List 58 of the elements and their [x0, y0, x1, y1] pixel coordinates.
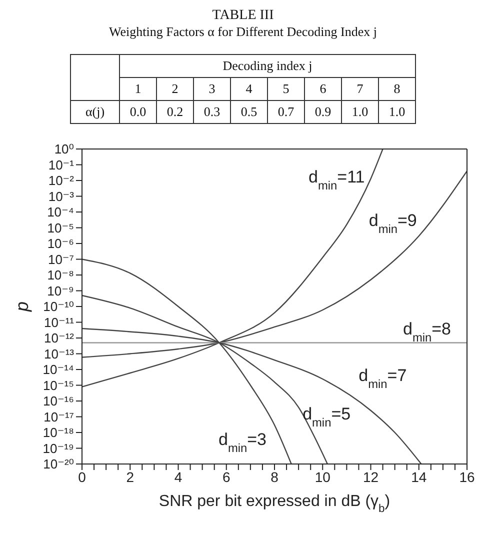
y-tick-label: α(j)	[85, 104, 105, 119]
y-tick-label: 10⁻²⁰	[43, 456, 74, 472]
y-tick-label: 10⁻¹³	[44, 346, 75, 362]
series-label: d$_{min}$=3	[218, 430, 266, 455]
series-label: d$_{min}$=7	[358, 366, 407, 391]
series-label: d$_{min}$=8	[402, 320, 451, 345]
x-tick-label: 8	[270, 468, 279, 485]
chart-title: TABLE III	[212, 8, 274, 23]
data-label: 0.7	[268, 100, 304, 124]
x-axis-title: Decoding index j	[222, 58, 312, 73]
x-tick-label: 2	[156, 78, 194, 100]
y-tick-label: 10⁻¹⁸	[42, 425, 74, 440]
y-tick-label: 10⁻¹⁹	[42, 440, 74, 456]
x-tick-label: 6	[222, 468, 230, 485]
data-label: 1.0	[342, 100, 378, 124]
y-tick-label: 10⁻⁴	[47, 204, 74, 220]
y-tick-label: 10⁻¹⁵	[42, 378, 74, 393]
y-tick-label: 10⁻⁸	[47, 268, 74, 283]
x-tick-label: 1	[120, 78, 156, 100]
x-tick-label: 4	[174, 468, 182, 485]
data-label: 0.3	[194, 100, 230, 124]
y-tick-label: 10⁻²	[48, 173, 75, 188]
series-label: d$_{min}$=9	[368, 210, 417, 236]
x-tick-label: 16	[459, 468, 475, 485]
data-label: 0.9	[304, 100, 342, 124]
x-axis-title: SNR per bit expressed in dB (γ$_{b}$)	[158, 493, 390, 515]
x-tick-label: 7	[342, 78, 378, 100]
data-label: 1.0	[378, 100, 416, 124]
data-label: 0.0	[120, 100, 156, 124]
x-tick-label: 12	[362, 468, 379, 485]
y-tick-label: 10⁻¹	[48, 157, 75, 172]
y-tick-label: 10⁻³	[48, 188, 75, 204]
data-label: 0.2	[156, 100, 194, 124]
y-tick-label: 10⁻⁷	[48, 252, 74, 267]
x-tick-label: 2	[126, 468, 134, 485]
y-tick-label: 10⁻¹²	[44, 330, 75, 346]
y-tick-label: 10⁻¹⁰	[43, 299, 74, 314]
data-label: 0.5	[230, 100, 268, 124]
y-tick-label: 10⁻⁵	[47, 220, 74, 236]
series-label: d$_{min}$=11	[308, 168, 365, 193]
y-tick-label: 10⁻¹¹	[44, 314, 75, 330]
y-axis-title: p	[12, 301, 32, 313]
y-tick-label: 10⁰	[54, 142, 74, 157]
chart-subtitle: Weighting Factors α for Different Decoding Index j	[109, 24, 377, 39]
x-tick-label: 8	[378, 78, 416, 100]
y-tick-label: 10⁻⁹	[47, 283, 74, 298]
x-tick-label: 0	[78, 468, 86, 485]
x-tick-label: 10	[314, 468, 331, 485]
y-tick-label: 10⁻¹⁶	[42, 394, 74, 409]
x-tick-label: 3	[194, 78, 230, 100]
x-tick-label: 14	[411, 468, 427, 485]
x-tick-label: 6	[304, 78, 342, 100]
y-tick-label: 10⁻¹⁴	[42, 362, 74, 378]
x-tick-label: 5	[268, 78, 304, 100]
y-tick-label: 10⁻⁶	[47, 236, 74, 252]
series-label: d$_{min}$=5	[302, 404, 351, 430]
x-tick-label: 4	[230, 78, 268, 100]
y-tick-label: 10⁻¹⁷	[44, 409, 74, 424]
